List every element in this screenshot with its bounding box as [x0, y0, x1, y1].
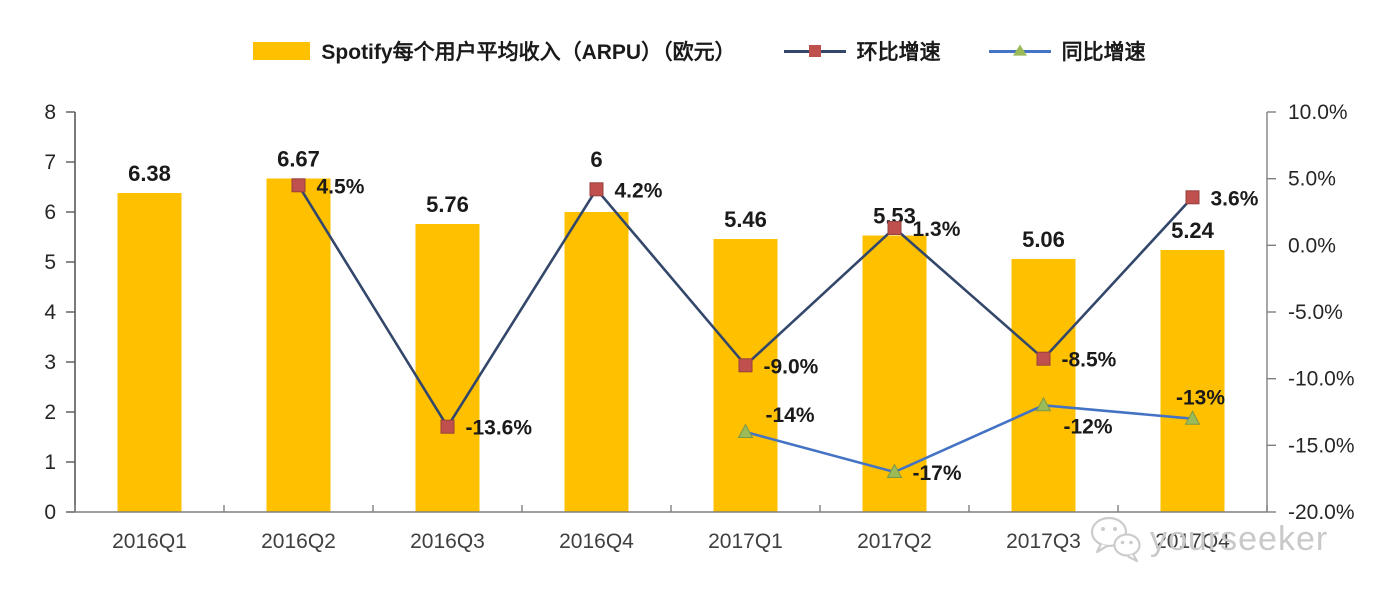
bar-2017Q4	[1160, 250, 1225, 512]
left-axis-tick: 7	[44, 151, 56, 174]
left-axis-tick: 4	[44, 301, 56, 324]
bar-2016Q2	[266, 178, 331, 512]
triangle-marker-2017Q4	[1184, 410, 1201, 425]
legend-label-qoq: 环比增速	[856, 41, 941, 64]
square-marker-2016Q4	[589, 182, 604, 197]
yoy-line-swatch-icon	[988, 44, 1051, 56]
point-label-2017Q2: 1.3%	[913, 218, 961, 241]
square-marker-2017Q4	[1185, 190, 1200, 205]
point-label-2016Q3: -13.6%	[466, 417, 533, 440]
right-axis-tick: -20.0%	[1288, 501, 1355, 524]
point-label-2017Q1: -14%	[766, 404, 815, 427]
legend-label-arpu: Spotify每个用户平均收入（ARPU）（欧元）	[321, 41, 736, 64]
point-label-2017Q4: 3.6%	[1211, 187, 1259, 210]
legend-item-qoq: 环比增速	[783, 36, 941, 66]
right-axis-tick: 5.0%	[1288, 168, 1336, 191]
point-label-2017Q2: -17%	[913, 462, 962, 485]
x-axis-label-2017Q2: 2017Q2	[857, 530, 932, 553]
legend-item-yoy: 同比增速	[988, 36, 1146, 66]
point-label-2017Q4: -13%	[1176, 387, 1225, 410]
left-axis-tick: 1	[44, 451, 56, 474]
x-axis-label-2016Q2: 2016Q2	[261, 530, 336, 553]
x-axis-label-2016Q3: 2016Q3	[410, 530, 485, 553]
legend-label-yoy: 同比增速	[1061, 41, 1146, 64]
right-axis-tick: 0.0%	[1288, 234, 1336, 257]
right-axis-tick: -15.0%	[1288, 434, 1355, 457]
watermark-text: yourseeker	[1150, 519, 1329, 558]
left-axis-tick: 2	[44, 401, 56, 424]
bar-2016Q1	[117, 193, 182, 512]
point-label-2017Q3: -12%	[1064, 415, 1113, 438]
bar-label-2017Q4: 5.24	[1171, 218, 1215, 243]
legend-item-arpu: Spotify每个用户平均收入（ARPU）（欧元）	[253, 36, 736, 66]
square-marker-2017Q2	[887, 221, 902, 235]
x-axis-label-2017Q3: 2017Q3	[1006, 530, 1081, 553]
square-marker-icon	[808, 45, 821, 57]
right-axis-tick: -5.0%	[1288, 301, 1343, 324]
point-label-2017Q3: -8.5%	[1062, 349, 1117, 372]
triangle-marker-2017Q1	[737, 423, 754, 438]
bar-2016Q3	[415, 224, 480, 512]
square-marker-2016Q3	[440, 419, 455, 434]
qoq-line-swatch-icon	[783, 45, 846, 57]
x-axis-label-2016Q4: 2016Q4	[559, 530, 634, 553]
bar-label-2016Q3: 5.76	[426, 192, 469, 217]
bar-label-2016Q2: 6.67	[277, 147, 320, 172]
square-marker-2017Q3	[1036, 351, 1051, 366]
watermark: yourseeker	[1088, 514, 1328, 564]
left-axis-tick: 8	[44, 101, 56, 124]
x-axis-label-2017Q4: 2017Q4	[1155, 530, 1230, 553]
wechat-icon	[1090, 516, 1141, 563]
chart-legend: Spotify每个用户平均收入（ARPU）（欧元） 环比增速 同比增速	[0, 36, 1399, 66]
square-marker-2017Q1	[738, 358, 753, 373]
axes: 0 1 2 3 4 5 6 7 8 10.0% 5.0% 0.0% -5.0% -10.0% -15.0% -…	[44, 101, 1354, 553]
left-axis-tick: 0	[44, 501, 56, 524]
point-label-2017Q1: -9.0%	[764, 355, 819, 378]
x-axis-label-2017Q1: 2017Q1	[708, 530, 783, 553]
bar-2017Q3	[1011, 259, 1076, 512]
bar-2017Q1	[713, 239, 778, 512]
point-label-2016Q4: 4.2%	[615, 179, 663, 202]
bar-label-2017Q1: 5.46	[724, 207, 767, 232]
point-label-2016Q2: 4.5%	[317, 175, 365, 198]
bar-2016Q4	[564, 212, 629, 512]
arpu-bar-swatch-icon	[253, 42, 311, 60]
line-series-square: 4.5% -13.6% 4.2% -9.0% 1.3% -8.5% 3.6%	[291, 175, 1259, 440]
bar-label-2016Q4: 6	[590, 147, 602, 172]
bar-label-2017Q3: 5.06	[1022, 227, 1065, 252]
left-axis-tick: 3	[44, 351, 56, 374]
line-series-triangle: -14% -17% -12% -13%	[737, 387, 1225, 485]
left-axis-tick: 5	[44, 251, 56, 274]
bar-series	[117, 178, 1225, 512]
triangle-marker-2017Q3	[1035, 396, 1052, 412]
square-marker-2016Q2	[291, 178, 306, 193]
triangle-marker-2017Q2	[886, 463, 903, 478]
right-axis-tick: -10.0%	[1288, 368, 1355, 391]
left-axis-tick: 6	[44, 201, 56, 224]
triangle-marker-icon	[1012, 44, 1027, 56]
bar-label-2016Q1: 6.38	[128, 161, 171, 186]
right-axis-tick: 10.0%	[1288, 101, 1348, 124]
x-axis-label-2016Q1: 2016Q1	[112, 530, 187, 553]
